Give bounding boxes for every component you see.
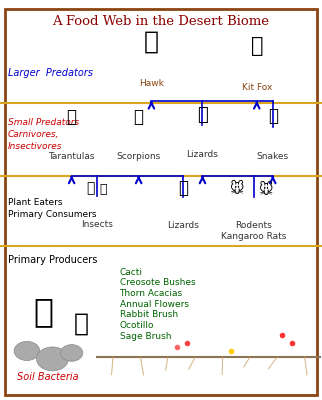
Text: Ocotillo: Ocotillo [119,321,154,330]
Text: Snakes: Snakes [257,152,289,161]
Text: Tarantulas: Tarantulas [48,152,95,161]
Text: 🦎: 🦎 [178,179,188,197]
Text: Scorpions: Scorpions [117,152,161,161]
Text: 🌵: 🌵 [33,295,53,328]
Text: Lizards: Lizards [186,150,218,159]
Text: 🪲: 🪲 [100,183,107,196]
Text: 🦊: 🦊 [251,36,263,56]
Text: Thorn Acacias: Thorn Acacias [119,289,183,298]
Text: 🌵: 🌵 [74,311,89,335]
Text: Insects: Insects [81,220,113,229]
Text: Primary Producers: Primary Producers [8,255,97,265]
Text: Rodents
Kangaroo Rats: Rodents Kangaroo Rats [221,221,286,241]
Text: 🕷: 🕷 [67,108,77,126]
Text: Kit Fox: Kit Fox [242,83,272,92]
Text: Sage Brush: Sage Brush [119,332,171,341]
Text: Creosote Bushes: Creosote Bushes [119,278,195,287]
Ellipse shape [61,344,83,361]
Ellipse shape [36,347,69,371]
Ellipse shape [14,342,40,360]
Text: 🦂: 🦂 [134,108,144,126]
Text: Larger  Predators: Larger Predators [8,68,93,78]
Text: Small Predators
Carnivores,
Insectivores: Small Predators Carnivores, Insectivores [8,118,79,151]
Text: 🦅: 🦅 [144,29,159,53]
Text: 🐜: 🐜 [87,181,95,195]
Text: 🐭: 🐭 [230,182,245,196]
Text: Plant Eaters
Primary Consumers: Plant Eaters Primary Consumers [8,198,96,219]
Text: Hawk: Hawk [139,79,164,88]
Text: Rabbit Brush: Rabbit Brush [119,310,178,320]
Text: 🐭: 🐭 [259,183,274,197]
Text: 🦎: 🦎 [197,106,208,124]
Text: Soil Bacteria: Soil Bacteria [17,372,79,382]
Text: Cacti: Cacti [119,268,143,276]
Text: Annual Flowers: Annual Flowers [119,300,188,309]
Text: A Food Web in the Desert Biome: A Food Web in the Desert Biome [52,15,270,28]
Text: Lizards: Lizards [167,221,199,230]
Text: 🐍: 🐍 [268,107,278,125]
